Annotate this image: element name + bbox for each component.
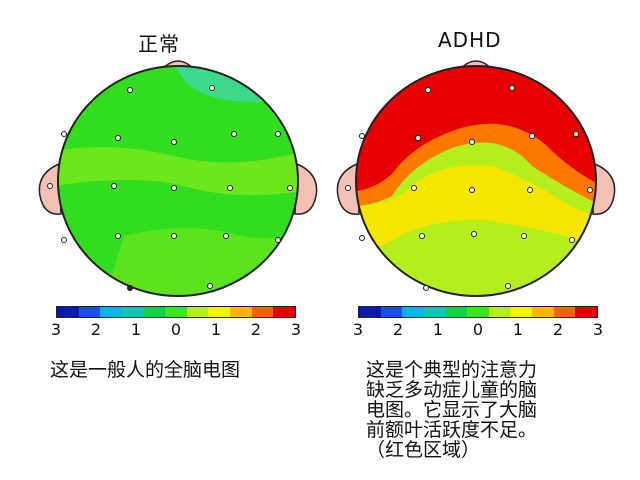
scale-swatch (78, 307, 101, 317)
scale-swatch (488, 307, 511, 317)
title-normal: 正常 (138, 32, 180, 56)
scale-ticks: 3 2 1 0 1 2 3 (51, 320, 301, 340)
scale-swatch (532, 307, 554, 317)
scale-swatch (510, 307, 533, 317)
scale-tick-label: 1 (210, 320, 222, 339)
scale-swatch (251, 307, 274, 317)
scale-swatch (57, 307, 79, 317)
scale-tick-label: 3 (592, 320, 604, 339)
scale-swatch (423, 307, 446, 317)
left-ear (38, 162, 62, 215)
electrodes-normal (47, 85, 293, 289)
scale-swatch (553, 307, 576, 317)
scale-tick-label: 0 (472, 320, 484, 339)
scale-swatch (273, 307, 296, 317)
scale-tick-label: 2 (90, 320, 102, 339)
adhd-brain-map (336, 60, 616, 297)
scale-tick-label: 2 (392, 320, 404, 339)
scale-swatch (445, 307, 468, 317)
scale-tick-label: 1 (130, 320, 142, 339)
color-bar (358, 306, 598, 318)
scale-tick-label: 3 (290, 320, 302, 339)
right-ear (592, 162, 616, 215)
color-scale-normal: 3 2 1 0 1 2 3 (51, 306, 301, 340)
scale-swatch (165, 307, 187, 317)
caption-normal: 这是一般人的全脑电图 (50, 359, 241, 381)
color-bar (56, 306, 296, 318)
scale-swatch (575, 307, 598, 317)
color-scale-adhd: 3 2 1 0 1 2 3 (353, 306, 603, 340)
scale-swatch (230, 307, 252, 317)
scale-tick-label: 3 (50, 320, 62, 339)
scale-tick-label: 2 (552, 320, 564, 339)
right-ear (294, 162, 318, 215)
scale-swatch (467, 307, 489, 317)
scale-swatch (380, 307, 403, 317)
scale-tick-label: 1 (512, 320, 524, 339)
scale-ticks: 3 2 1 0 1 2 3 (353, 320, 603, 340)
scale-swatch (186, 307, 209, 317)
normal-brain-map (38, 60, 318, 297)
caption-adhd: 这是个典型的注意力 缺乏多动症儿童的脑 电图。它显示了大脑 前额叶活跃度不足。 … (366, 359, 538, 461)
scale-tick-label: 3 (352, 320, 364, 339)
scale-swatch (143, 307, 166, 317)
scale-tick-label: 1 (432, 320, 444, 339)
scale-swatch (208, 307, 231, 317)
scale-tick-label: 0 (170, 320, 182, 339)
scale-swatch (100, 307, 122, 317)
scale-swatch (121, 307, 144, 317)
scale-swatch (402, 307, 424, 317)
scale-swatch (359, 307, 381, 317)
electrodes-adhd (345, 85, 593, 291)
scale-tick-label: 2 (250, 320, 262, 339)
title-adhd: ADHD (438, 28, 502, 52)
